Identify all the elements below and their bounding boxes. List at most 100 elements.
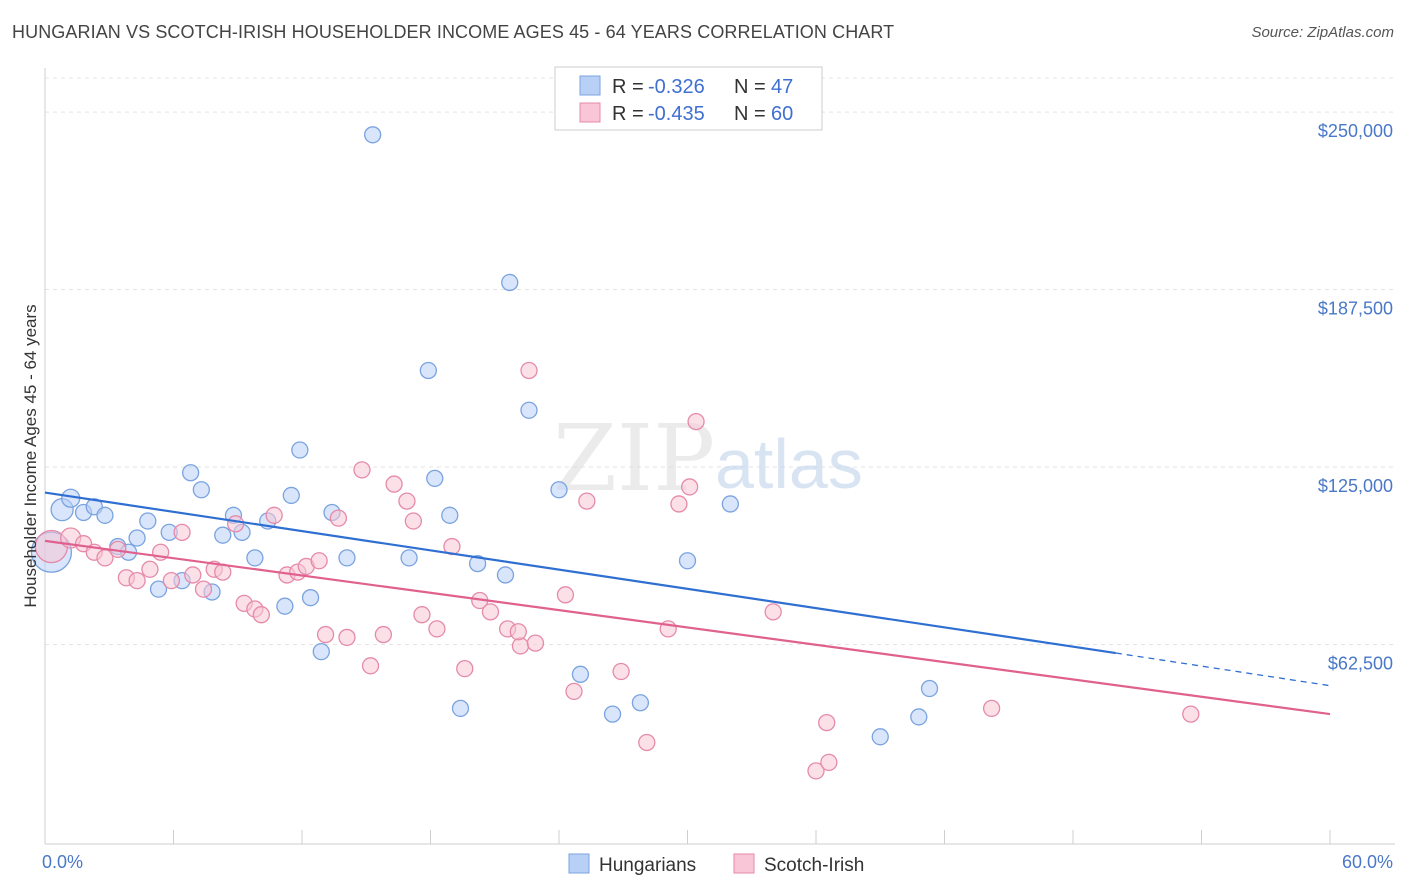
point-hungarians-38: [550, 481, 568, 499]
point-hungarians-29: [400, 549, 418, 567]
x-tick-label-1: 60.0%: [1342, 852, 1393, 872]
point-hungarians-27: [338, 549, 356, 567]
trend-line-scotch-irish: [44, 539, 1331, 716]
point-hungarians-42: [678, 552, 697, 570]
correlation-legend: R = -0.326 N = 47 R = -0.435 N = 60: [554, 66, 823, 131]
point-hungarians-21: [276, 597, 294, 615]
x-tick-label-0: 0.0%: [42, 852, 83, 872]
point-hungarians-19: [246, 549, 264, 567]
point-hungarians-8: [128, 529, 146, 547]
point-scotch-irish-16: [226, 515, 245, 533]
point-scotch-irish-32: [398, 492, 416, 510]
point-scotch-irish-43: [526, 634, 545, 652]
point-scotch-irish-56: [820, 753, 838, 772]
watermark: ZIP atlas: [553, 405, 863, 512]
bottom-legend-swatch-hungarians: [568, 853, 590, 874]
point-scotch-irish-8: [141, 560, 159, 578]
point-hungarians-25: [312, 642, 330, 661]
legend-r-value-1: -0.435: [648, 103, 705, 125]
point-hungarians-10: [149, 580, 168, 598]
legend-n-value-0: 47: [771, 76, 793, 98]
point-hungarians-43: [721, 495, 739, 513]
point-scotch-irish-58: [1182, 705, 1200, 723]
point-hungarians-22: [282, 486, 300, 505]
point-hungarians-41: [631, 694, 650, 712]
point-scotch-irish-24: [310, 552, 328, 570]
point-hungarians-31: [426, 469, 444, 488]
bottom-legend-swatch-scotch-irish: [733, 853, 755, 874]
point-scotch-irish-52: [687, 412, 705, 431]
point-hungarians-37: [520, 401, 538, 419]
point-scotch-irish-20: [265, 506, 283, 524]
point-hungarians-35: [496, 566, 515, 584]
point-scotch-irish-25: [316, 625, 335, 644]
point-scotch-irish-13: [194, 580, 213, 598]
point-scotch-irish-11: [173, 523, 191, 542]
point-hungarians-33: [451, 699, 470, 718]
point-scotch-irish-19: [252, 606, 270, 624]
x-tick-labels: 0.0% 60.0%: [42, 852, 1393, 872]
y-tick-labels: $250,000 $187,500 $125,000 $62,500: [1318, 121, 1393, 673]
point-hungarians-34: [468, 554, 487, 573]
point-scotch-irish-26: [329, 509, 348, 527]
point-hungarians-24: [301, 589, 320, 607]
legend-r-value-0: -0.326: [648, 76, 705, 98]
point-scotch-irish-30: [374, 625, 393, 644]
chart-title: HUNGARIAN VS SCOTCH-IRISH HOUSEHOLDER IN…: [12, 22, 895, 42]
legend-r-label-0: R =: [612, 76, 644, 98]
source-label: Source: ZipAtlas.com: [1251, 24, 1394, 41]
point-hungarians-30: [419, 361, 438, 380]
point-scotch-irish-12: [184, 566, 202, 584]
y-tick-label-3: $62,500: [1328, 654, 1393, 674]
point-hungarians-5: [96, 506, 114, 524]
point-scotch-irish-51: [680, 478, 699, 496]
point-scotch-irish-29: [361, 657, 380, 675]
point-hungarians-46: [920, 679, 939, 698]
point-hungarians-23: [291, 441, 309, 459]
point-hungarians-39: [571, 665, 590, 683]
point-scotch-irish-55: [807, 762, 825, 780]
point-scotch-irish-31: [385, 475, 403, 493]
trend-line-hungarians-extension: [1115, 652, 1331, 687]
point-scotch-irish-46: [578, 492, 596, 510]
trend-line-hungarians: [44, 491, 1116, 655]
point-hungarians-32: [441, 506, 459, 524]
y-tick-label-1: $187,500: [1318, 299, 1393, 319]
point-hungarians-28: [364, 126, 382, 144]
bottom-legend-label-scotch-irish: Scotch-Irish: [764, 855, 864, 876]
point-scotch-irish-47: [612, 662, 630, 681]
series-legend: Hungarians Scotch-Irish: [568, 853, 864, 876]
legend-n-label-0: N =: [734, 76, 766, 98]
point-scotch-irish-34: [413, 606, 431, 624]
point-scotch-irish-28: [353, 461, 371, 479]
point-hungarians-40: [603, 705, 622, 723]
y-axis-label: Householder Income Ages 45 - 64 years: [21, 304, 40, 607]
point-hungarians-9: [139, 512, 157, 530]
point-scotch-irish-33: [404, 512, 423, 530]
point-scotch-irish-35: [428, 620, 446, 638]
point-scotch-irish-50: [670, 495, 688, 513]
point-hungarians-13: [181, 464, 200, 482]
point-scotch-irish-44: [556, 586, 575, 604]
point-scotch-irish-39: [481, 603, 500, 621]
point-scotch-irish-42: [520, 361, 538, 380]
bottom-legend-label-hungarians: Hungarians: [599, 855, 696, 876]
legend-n-label-1: N =: [734, 103, 766, 125]
point-scotch-irish-10: [162, 571, 181, 590]
point-hungarians-14: [192, 481, 210, 499]
watermark-atlas: atlas: [715, 425, 863, 503]
point-scotch-irish-41: [511, 637, 530, 655]
point-scotch-irish-27: [338, 628, 356, 647]
point-scotch-irish-59: [509, 623, 527, 641]
legend-r-label-1: R =: [612, 103, 644, 125]
point-scotch-irish-53: [764, 603, 782, 621]
legend-n-value-1: 60: [771, 103, 793, 125]
point-hungarians-16: [214, 526, 232, 544]
point-hungarians-44: [871, 728, 889, 746]
point-scotch-irish-45: [565, 682, 583, 701]
point-scotch-irish-7: [128, 571, 146, 590]
point-hungarians-36: [501, 273, 519, 292]
legend-swatch-scotch-irish: [579, 102, 601, 123]
point-scotch-irish-54: [818, 713, 836, 732]
